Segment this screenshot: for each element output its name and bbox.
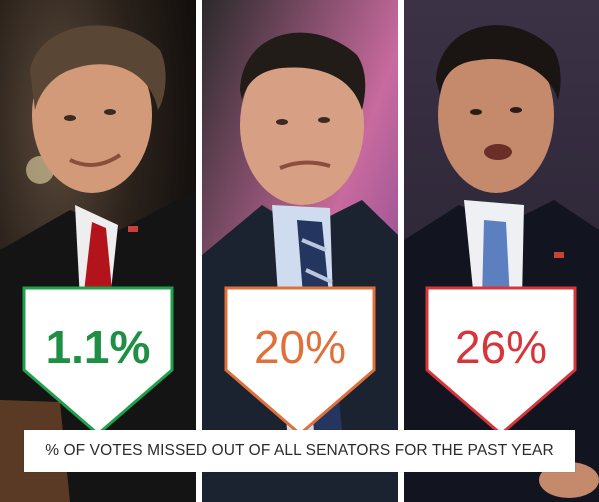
badge-shape-center (224, 286, 376, 436)
stat-badge-right: 26% (425, 286, 577, 436)
caption-banner: % OF VOTES MISSED OUT OF ALL SENATORS FO… (24, 430, 575, 472)
photo-panel-center: 20% (202, 0, 398, 502)
photo-panel-right: 26% (404, 0, 599, 502)
badge-shape-right (425, 286, 577, 436)
stat-value-center: 20% (253, 321, 347, 373)
badge-shape-left (22, 286, 174, 436)
stat-badge-left: 1.1% (22, 286, 174, 436)
senator-photo-left (0, 0, 196, 502)
photo-panel-left: 1.1% (0, 0, 196, 502)
stat-value-right: 26% (454, 321, 548, 373)
stat-value-left: 1.1% (45, 321, 151, 373)
stat-badge-center: 20% (224, 286, 376, 436)
